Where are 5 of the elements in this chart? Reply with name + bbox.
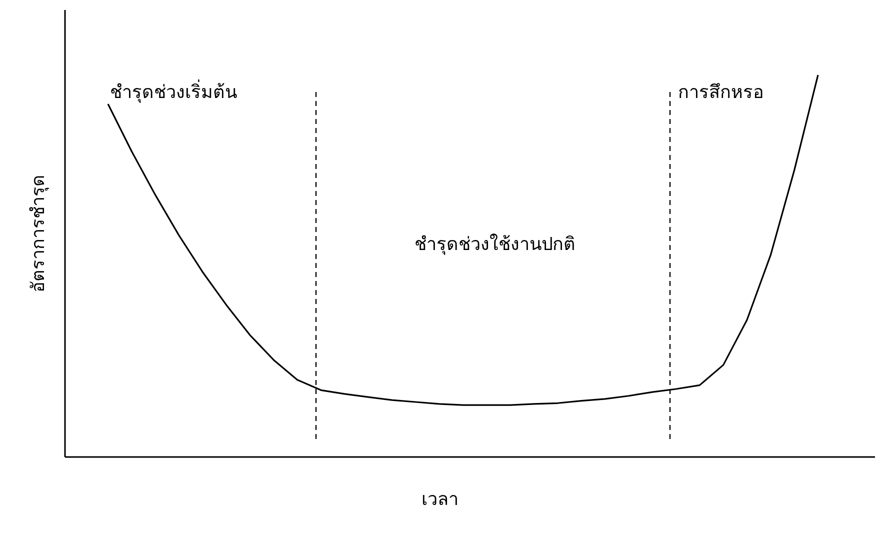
annotation: ชำรุดช่วงเริ่มต้น <box>110 79 237 103</box>
annotation: การสึกหรอ <box>678 82 764 103</box>
y-axis-title: อัตราการชำรุด <box>28 174 49 292</box>
annotation: ชำรุดช่วงใช้งานปกติ <box>414 233 576 255</box>
x-axis-title: เวลา <box>422 489 458 510</box>
